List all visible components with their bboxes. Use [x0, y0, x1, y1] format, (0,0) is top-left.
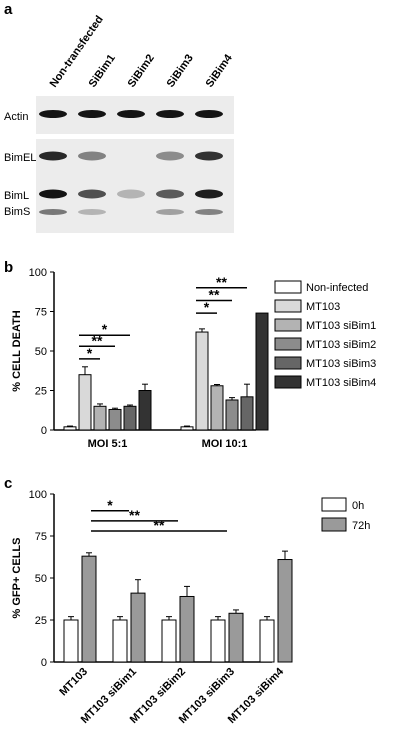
- blot-band-biml: [195, 189, 223, 199]
- bar: [240, 396, 254, 431]
- y-tick-label: 25: [35, 386, 47, 398]
- blot-band-bimel: [156, 151, 184, 161]
- legend-label: Non-infected: [306, 282, 368, 294]
- blot-label-actin: Actin: [4, 111, 28, 123]
- legend-label: MT103 siBim3: [306, 358, 376, 370]
- panel-label-c: c: [4, 475, 12, 492]
- legend-swatch: [321, 517, 347, 532]
- bar: [210, 619, 226, 663]
- legend-swatch: [274, 375, 302, 389]
- legend-label: 72h: [352, 520, 370, 532]
- y-tick-label: 0: [41, 657, 47, 669]
- bar: [63, 619, 79, 663]
- bar: [112, 619, 128, 663]
- legend-swatch: [274, 337, 302, 351]
- x-category-label: MOI 10:1: [202, 438, 248, 450]
- blot-band-bimel: [195, 151, 223, 161]
- bar: [179, 595, 195, 663]
- x-category-label: MOI 5:1: [88, 438, 128, 450]
- y-tick-label: 75: [35, 307, 47, 319]
- bar: [63, 426, 77, 431]
- blot-band-bims: [156, 209, 184, 215]
- significance-label: **: [209, 286, 220, 302]
- western-blot: Actin BimEL BimL BimS Non-transfectedSiB…: [4, 14, 235, 233]
- blot-band-actin: [78, 110, 106, 118]
- blot-band-biml: [117, 189, 145, 199]
- bar: [81, 555, 97, 663]
- blot-label-bims: BimS: [4, 206, 30, 218]
- significance-label: **: [154, 517, 165, 533]
- blot-band-biml: [78, 189, 106, 199]
- blot-band-bimel: [78, 151, 106, 161]
- blot-band-bims: [195, 209, 223, 215]
- bar: [225, 399, 239, 431]
- significance-label: *: [87, 345, 93, 361]
- legend-swatch: [274, 318, 302, 332]
- lane-label: SiBim3: [165, 52, 196, 89]
- y-tick-label: 50: [35, 573, 47, 585]
- bar: [123, 405, 137, 431]
- blot-band-bims: [39, 209, 67, 215]
- significance-label: *: [107, 497, 113, 513]
- y-tick-label: 0: [41, 425, 47, 437]
- bar: [161, 619, 177, 663]
- bar: [259, 619, 275, 663]
- y-axis-label: % CELL DEATH: [11, 310, 23, 392]
- lane-label: SiBim4: [204, 52, 236, 90]
- blot-band-actin: [156, 110, 184, 118]
- bar: [228, 612, 244, 663]
- blot-band-biml: [156, 189, 184, 199]
- bar: [108, 408, 122, 431]
- blot-band-bims: [78, 209, 106, 215]
- significance-label: *: [102, 321, 108, 337]
- legend-label: MT103 siBim2: [306, 339, 376, 351]
- bar: [130, 592, 146, 663]
- blot-band-actin: [39, 110, 67, 118]
- bar: [180, 426, 194, 431]
- legend-label: MT103 siBim4: [306, 377, 376, 389]
- blot-band-actin: [117, 110, 145, 118]
- legend-label: 0h: [352, 500, 364, 512]
- bar: [277, 559, 293, 663]
- significance-label: **: [92, 332, 103, 348]
- panel-label-b: b: [4, 259, 13, 276]
- lane-label: SiBim2: [126, 52, 157, 89]
- significance-label: **: [216, 274, 227, 290]
- y-tick-label: 100: [29, 489, 47, 501]
- blot-band-biml: [39, 189, 67, 199]
- legend-label: MT103 siBim1: [306, 320, 376, 332]
- blot-label-bimel: BimEL: [4, 152, 36, 164]
- y-axis-label: % GFP+ CELLS: [11, 538, 23, 619]
- legend-swatch: [274, 299, 302, 313]
- x-category-label: MT103: [57, 666, 90, 699]
- legend-swatch: [274, 280, 302, 294]
- bar: [195, 331, 209, 431]
- significance-label: *: [204, 299, 210, 315]
- y-tick-label: 50: [35, 346, 47, 358]
- legend-swatch: [321, 497, 347, 512]
- bar: [255, 312, 269, 431]
- bar: [93, 405, 107, 431]
- lane-label: SiBim1: [87, 52, 118, 89]
- legend-swatch: [274, 356, 302, 370]
- bar: [78, 374, 92, 431]
- significance-label: **: [129, 507, 140, 523]
- bar: [138, 390, 152, 431]
- blot-label-biml: BimL: [4, 190, 29, 202]
- y-tick-label: 25: [35, 615, 47, 627]
- y-tick-label: 100: [29, 267, 47, 279]
- legend-label: MT103: [306, 301, 340, 313]
- y-tick-label: 75: [35, 531, 47, 543]
- blot-band-actin: [195, 110, 223, 118]
- bar: [210, 385, 224, 431]
- blot-band-bimel: [39, 151, 67, 161]
- panel-label-a: a: [4, 1, 13, 18]
